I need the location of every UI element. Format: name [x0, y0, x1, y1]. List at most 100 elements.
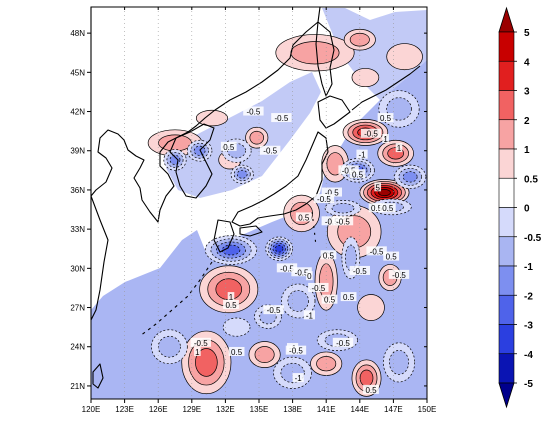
anomaly-cell-1 [377, 139, 414, 167]
contour-ring [158, 335, 181, 358]
anomaly-cell-18 [275, 34, 355, 72]
colorbar-bin [498, 324, 515, 355]
anomaly-cell-24 [163, 149, 187, 171]
lon-tick-label: 147E [384, 405, 403, 414]
contour-label: -0.5 [263, 147, 277, 156]
contour-label-bg [308, 282, 329, 292]
okhotsk-anomaly [322, 8, 427, 100]
shikoku [239, 225, 263, 237]
colorbar-tick-label: 2 [524, 116, 530, 127]
contour-label: 0.5 [386, 253, 398, 262]
contour-label-bg [332, 216, 354, 226]
contour-ring [254, 346, 275, 363]
colorbar-bin [498, 31, 515, 62]
colorbar-bin [498, 177, 515, 208]
contour-label-bg [321, 294, 338, 304]
contour-ring [249, 130, 265, 145]
contour-label: -0.5 [295, 268, 309, 277]
colorbar-tick-label: 1 [524, 145, 530, 156]
korean-peninsula [169, 123, 215, 199]
lat-tick-label: 48N [70, 29, 85, 38]
contour-label-bg [227, 292, 235, 302]
contour-label-bg [243, 106, 264, 116]
contour-label-bg [349, 169, 366, 179]
contour-ring [318, 263, 334, 300]
anomaly-cell-17 [245, 126, 269, 149]
contour-label: 1 [383, 135, 388, 144]
contour-label-bg [313, 194, 335, 204]
colorbar-max-arrow [498, 6, 515, 33]
anomaly-cell-13 [351, 359, 382, 397]
contour-label: -0.5 [392, 271, 406, 280]
colorbar-tick-label: -4 [524, 350, 533, 361]
anomaly-cell-21 [386, 43, 423, 71]
anomaly-cell-8 [357, 294, 385, 321]
contour-ring [402, 171, 418, 183]
anomaly-cell-29 [394, 164, 427, 189]
anomaly-cell-34 [151, 329, 188, 365]
contour-ring [357, 294, 385, 321]
contour-label-bg [383, 251, 400, 261]
contour-label-bg [306, 271, 313, 281]
colorbar-tick-label: -0.5 [524, 233, 542, 244]
contour-label: -1 [358, 151, 366, 160]
colorbar-bin [498, 148, 515, 179]
anomaly-cell-35 [222, 317, 251, 337]
contour-label: -0.5 [325, 217, 339, 226]
colorbar-bin [498, 294, 515, 325]
contour-label-bg [332, 337, 354, 347]
lon-tick-label: 150E [418, 405, 437, 414]
contour-label-bg [223, 299, 239, 309]
contour-label-bg [260, 145, 281, 155]
contour-label: 0.5 [380, 114, 392, 123]
contour-label: -0.5 [325, 189, 339, 198]
contour-label-bg [228, 346, 245, 356]
contour-label: -0.5 [342, 166, 356, 175]
contour-ring [389, 350, 409, 375]
lat-tick-label: 39N [70, 147, 85, 156]
contour-label: 0.5 [323, 251, 335, 260]
contour-label-bg [374, 182, 382, 192]
lat-tick-label: 42N [70, 108, 85, 117]
contour-ring [386, 43, 423, 71]
colorbar-bin [498, 60, 515, 91]
contour-label: 1 [229, 293, 234, 302]
lat-tick-label: 27N [70, 304, 85, 313]
contour-label-bg [285, 345, 307, 355]
colorbar-bin [498, 265, 515, 296]
contour-label-bg [349, 265, 370, 275]
contour-ring [359, 369, 374, 387]
contour-label: -0.5 [267, 306, 281, 315]
sea-of-japan-anomaly [166, 72, 321, 198]
colorbar: 5 4 3 2 1 0.5 0 -0.5 -1 -2 -3 -4 -5 [498, 6, 542, 409]
lat-tick-label: 36N [70, 186, 85, 195]
contour-label: 0.5 [382, 204, 394, 213]
anomaly-cell-32 [281, 283, 316, 319]
contour-ring [222, 317, 251, 337]
sakhalin [315, 21, 335, 97]
colorbar-tick-label: 0.5 [524, 174, 538, 185]
contour-ring [274, 245, 284, 253]
anomaly-cell-25 [186, 139, 213, 162]
colorbar-tick-label: 5 [524, 28, 530, 39]
contour-label-bg [320, 250, 337, 260]
contour-label: -0.5 [247, 108, 261, 117]
contour-label-bg [368, 203, 385, 213]
contour-label-bg [303, 310, 315, 320]
contour-label: -0.5 [336, 217, 350, 226]
lon-tick-label: 120E [82, 405, 101, 414]
kuril-islands [351, 65, 421, 111]
colorbar-bin [498, 236, 515, 267]
contour-label-bg [356, 149, 368, 159]
contour-label: 0.5 [298, 213, 310, 222]
china-south-coast [90, 195, 109, 321]
kyushu [213, 219, 235, 253]
lat-tick-label: 21N [70, 382, 85, 391]
contour-ring [378, 189, 391, 197]
contour-labels: -0.50.5 -0.5-0.5-0.50.5-1-0.50.5115-0.5-0… [190, 106, 410, 395]
asian-mainland [90, 6, 321, 223]
contour-label: 0.5 [324, 296, 336, 305]
contour-ring [193, 145, 206, 156]
lon-tick-label: 129E [182, 405, 201, 414]
contour-label: 0.5 [371, 204, 383, 213]
